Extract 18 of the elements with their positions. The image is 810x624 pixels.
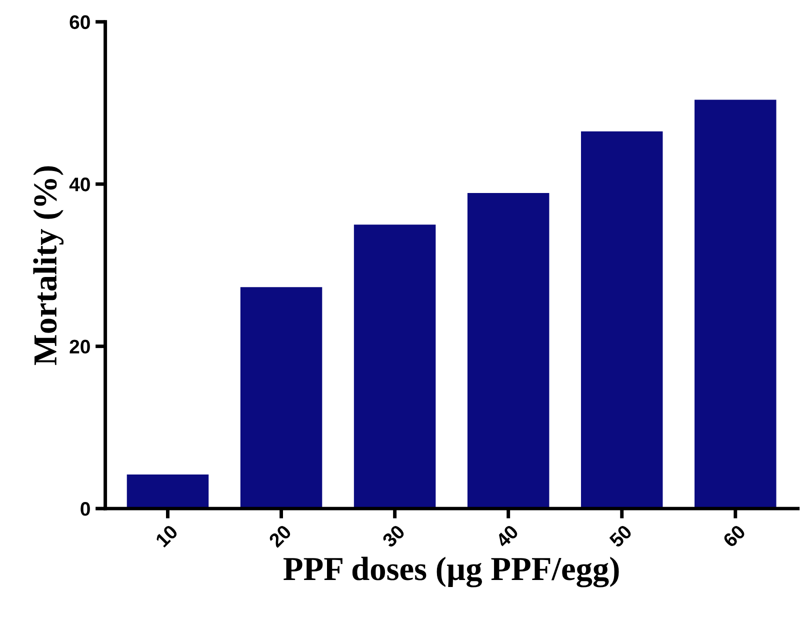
bar [467,193,550,509]
y-tick-label: 0 [80,502,90,516]
bar [354,224,436,509]
bar [581,131,663,509]
bar [240,287,322,509]
x-tick-label: 30 [381,524,406,548]
x-tick-label: 50 [608,524,633,548]
y-tick-label: 40 [69,178,90,192]
x-tick-label: 20 [268,524,292,548]
y-tick-label: 60 [70,15,90,30]
x-tick-label: 60 [722,524,746,548]
x-tick-label: 40 [494,524,520,548]
bar [126,474,209,509]
x-tick-label: 10 [154,524,179,548]
bar [694,100,776,509]
y-axis-title: Mortality (%) [33,166,64,366]
y-tick-label: 20 [70,340,90,354]
x-axis-title: PPF doses (µg PPF/egg) [283,556,619,588]
